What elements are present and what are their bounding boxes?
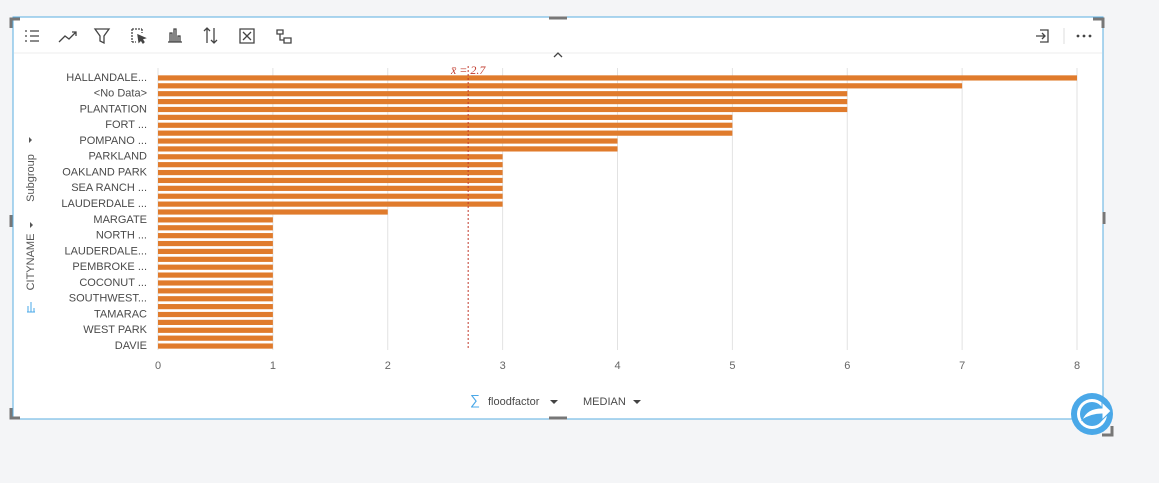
y-tick-label: SEA RANCH ... (71, 182, 147, 194)
bar (158, 154, 503, 160)
y-tick-label: COCONUT ... (79, 277, 147, 289)
action-button[interactable] (1071, 393, 1113, 435)
y-tick-label: LAUDERDALE... (64, 245, 147, 257)
bar (158, 217, 273, 223)
y-tick-label: LAUDERDALE ... (61, 198, 147, 210)
aggregation-label[interactable]: MEDIAN (583, 396, 626, 408)
resize-handles (9, 16, 1114, 437)
bar (158, 162, 503, 168)
x-tick-label: 7 (959, 360, 965, 372)
bar (158, 272, 273, 278)
bar (158, 248, 273, 255)
x-tick-label: 6 (844, 360, 850, 372)
x-tick-label: 2 (385, 360, 391, 372)
bar (158, 209, 388, 215)
x-tick-label: 0 (155, 360, 161, 372)
bar (158, 288, 273, 294)
y-tick-label: FORT ... (105, 119, 147, 131)
trend-button[interactable] (58, 31, 77, 43)
bar (158, 83, 963, 89)
y-tick-label: HALLANDALE... (66, 72, 147, 84)
y-tick-label: OAKLAND PARK (62, 166, 147, 178)
bar (158, 256, 273, 262)
bar (158, 185, 503, 191)
legend-button[interactable] (25, 30, 39, 42)
y-tick-label: PLANTATION (80, 103, 147, 115)
y-tick-label: WEST PARK (83, 324, 147, 336)
x-tick-label: 1 (270, 360, 276, 372)
y-axis-label[interactable]: CITYNAME (25, 234, 37, 291)
filter-button[interactable] (93, 28, 111, 45)
y-tick-label: NORTH ... (96, 230, 147, 242)
bar (158, 225, 273, 231)
chart-type-button[interactable] (168, 28, 182, 43)
sum-icon: ∑ (470, 392, 480, 408)
bar (158, 311, 273, 318)
bar (158, 264, 273, 270)
x-axis-caret[interactable] (550, 400, 558, 404)
bar (158, 304, 273, 310)
y-tick-label: SOUTHWEST... (69, 293, 147, 305)
y-tick-label: MARGATE (93, 214, 147, 226)
subgroup-label[interactable]: Subgroup (25, 154, 37, 202)
bar (158, 319, 273, 325)
bar (158, 138, 618, 144)
collapse-caret[interactable] (553, 52, 563, 58)
y-tick-label: <No Data> (94, 88, 147, 100)
bar (158, 122, 733, 128)
mean-label: x̄ = 2.7 (450, 63, 486, 77)
bar (158, 327, 273, 333)
maximize-button[interactable] (239, 28, 255, 44)
y-axis-caret[interactable] (30, 222, 33, 228)
more-button[interactable] (1076, 34, 1092, 38)
x-tick-label: 4 (614, 360, 620, 372)
flip-button[interactable] (1036, 29, 1049, 43)
y-tick-label: TAMARAC (94, 308, 147, 320)
bar (158, 169, 503, 176)
bar (158, 177, 503, 184)
y-tick-label: PEMBROKE ... (72, 261, 147, 273)
x-tick-label: 3 (500, 360, 506, 372)
bar (158, 130, 733, 136)
aggregation-caret[interactable] (633, 400, 641, 404)
bar (158, 75, 1077, 81)
sort-button[interactable] (203, 27, 218, 44)
y-tick-label: POMPANO ... (79, 135, 147, 147)
y-axis-icon (27, 302, 35, 313)
select-button[interactable] (131, 28, 147, 45)
y-tick-label: DAVIE (115, 340, 147, 352)
x-tick-label: 5 (729, 360, 735, 372)
bar (158, 146, 618, 152)
x-axis-label[interactable]: floodfactor (488, 396, 540, 408)
bar (158, 91, 848, 97)
toolbar (25, 27, 1092, 58)
bar (158, 240, 273, 247)
y-tick-label: PARKLAND (89, 151, 148, 163)
bar (158, 106, 848, 113)
bar (158, 114, 733, 120)
bar (158, 343, 273, 349)
bar (158, 335, 273, 341)
x-tick-label: 8 (1074, 360, 1080, 372)
bar (158, 233, 273, 239)
bar (158, 296, 273, 302)
bar (158, 193, 503, 199)
subgroup-caret[interactable] (29, 137, 32, 143)
card-options-button[interactable] (276, 29, 292, 44)
bar (158, 99, 848, 105)
bar (158, 280, 273, 286)
bar (158, 201, 503, 207)
